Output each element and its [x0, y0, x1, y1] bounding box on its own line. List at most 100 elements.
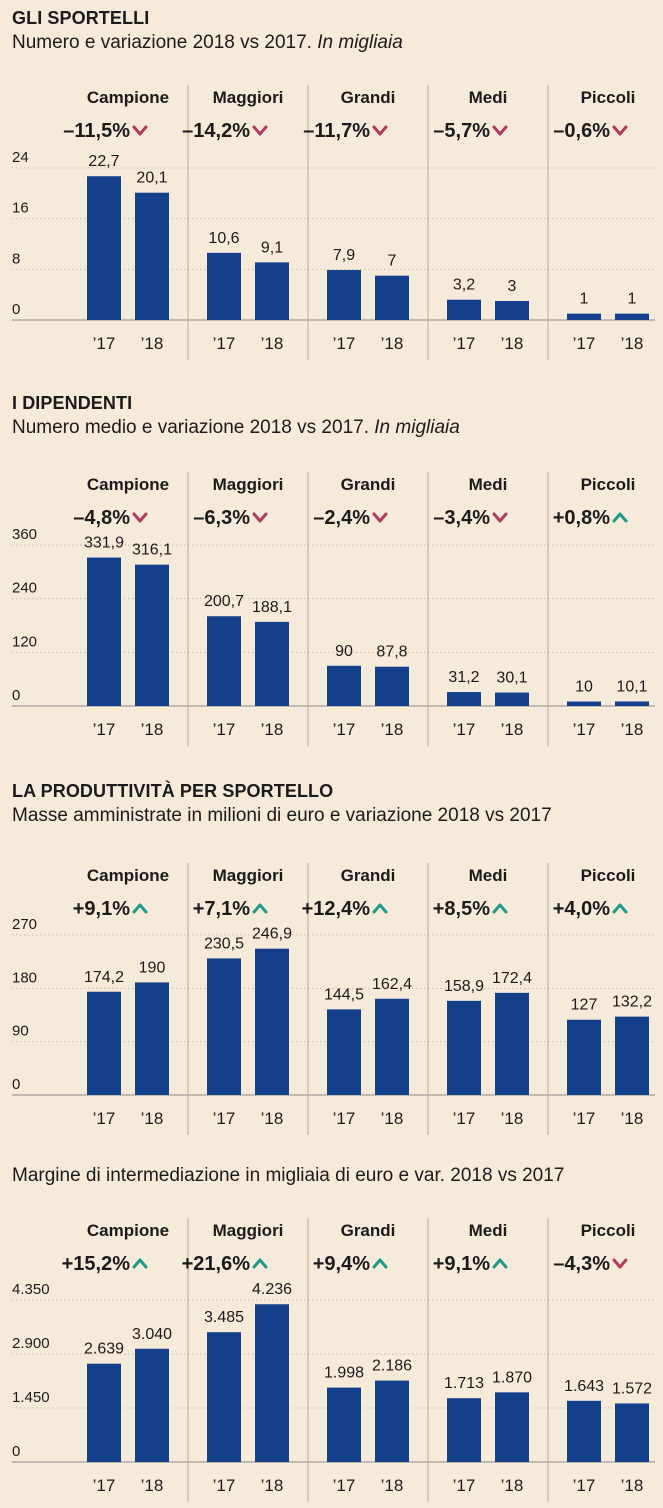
bar-value-label: 162,4: [372, 976, 412, 993]
x-tick-label: ’17: [213, 720, 236, 739]
bar: [87, 991, 121, 1095]
change-label: –3,4%: [433, 507, 490, 529]
bar: [327, 1009, 361, 1095]
bar-value-label: 1.572: [612, 1380, 652, 1397]
arrow-down-icon: [612, 1258, 628, 1269]
bar-value-label: 127: [571, 997, 598, 1014]
bar-value-label: 172,4: [492, 970, 532, 987]
arrow-up-icon: [492, 903, 508, 914]
bar-value-label: 1.998: [324, 1365, 364, 1382]
bar: [567, 1400, 601, 1462]
bar: [207, 1332, 241, 1462]
bar-value-label: 1: [628, 291, 637, 308]
x-tick-label: ’18: [261, 1476, 284, 1495]
x-tick-label: ’17: [453, 334, 476, 353]
bar-value-label: 1: [580, 291, 589, 308]
bar: [135, 564, 169, 706]
change-label: +9,4%: [313, 1253, 370, 1275]
x-tick-label: ’18: [501, 1476, 524, 1495]
chart-masse: 0 90 180 270 Campione +9,1% 174,2 ’17 190 ’18 Magg…: [12, 863, 655, 1135]
x-tick-label: ’17: [573, 334, 596, 353]
bar-value-label: 174,2: [84, 969, 124, 986]
bar: [495, 992, 529, 1095]
x-tick-label: ’17: [93, 720, 116, 739]
change-label: –4,3%: [553, 1253, 610, 1275]
y-tick-label: 240: [12, 580, 37, 597]
arrow-up-icon: [372, 903, 388, 914]
x-tick-label: ’18: [381, 720, 404, 739]
bar-value-label: 30,1: [496, 670, 527, 687]
bar: [135, 1348, 169, 1462]
x-tick-label: ’18: [621, 334, 644, 353]
change-label: +21,6%: [182, 1253, 251, 1275]
x-tick-label: ’17: [93, 1109, 116, 1128]
group-label: Medi: [469, 866, 508, 885]
arrow-up-icon: [132, 903, 148, 914]
change-label: –5,7%: [433, 120, 490, 142]
x-tick-label: ’18: [261, 334, 284, 353]
y-tick-label: 0: [12, 687, 20, 704]
x-tick-label: ’17: [453, 1109, 476, 1128]
bar: [327, 665, 361, 706]
bar: [615, 1403, 649, 1462]
bar-value-label: 3.040: [132, 1326, 172, 1343]
bar-value-label: 4.236: [252, 1281, 292, 1298]
group-label: Grandi: [341, 866, 396, 885]
bar-value-label: 1.643: [564, 1378, 604, 1395]
group-label: Grandi: [341, 1221, 396, 1240]
bar-value-label: 3.485: [204, 1309, 244, 1326]
group-label: Piccoli: [581, 866, 636, 885]
change-label: +9,1%: [433, 1253, 490, 1275]
section-subtitle: Margine di intermediazione in migliaia d…: [12, 1165, 565, 1186]
bar: [375, 1380, 409, 1462]
x-tick-label: ’18: [381, 1476, 404, 1495]
x-tick-label: ’18: [141, 334, 164, 353]
x-tick-label: ’18: [501, 720, 524, 739]
x-tick-label: ’18: [621, 1109, 644, 1128]
x-tick-label: ’17: [453, 1476, 476, 1495]
bar: [255, 948, 289, 1095]
y-tick-label: 8: [12, 250, 20, 267]
bar: [447, 1000, 481, 1095]
bar-value-label: 10: [575, 679, 593, 696]
bar: [615, 701, 649, 706]
arrow-up-icon: [612, 512, 628, 523]
x-tick-label: ’17: [93, 334, 116, 353]
x-tick-label: ’18: [261, 720, 284, 739]
bar: [567, 313, 601, 320]
arrow-down-icon: [492, 512, 508, 523]
bar: [327, 1387, 361, 1462]
x-tick-label: ’17: [93, 1476, 116, 1495]
bar-value-label: 1.870: [492, 1369, 532, 1386]
bar-value-label: 188,1: [252, 599, 292, 616]
bar: [615, 1016, 649, 1095]
change-label: –6,3%: [193, 507, 250, 529]
group-label: Grandi: [341, 475, 396, 494]
bar-value-label: 316,1: [132, 542, 172, 559]
y-tick-label: 16: [12, 200, 29, 217]
x-tick-label: ’17: [573, 1109, 596, 1128]
y-tick-label: 270: [12, 916, 37, 933]
y-tick-label: 2.900: [12, 1335, 50, 1352]
bar: [567, 1019, 601, 1095]
bar-value-label: 190: [139, 959, 166, 976]
bar-value-label: 200,7: [204, 593, 244, 610]
bar-value-label: 7: [388, 253, 397, 270]
bar: [87, 1363, 121, 1462]
group-label: Maggiori: [213, 475, 284, 494]
x-tick-label: ’18: [141, 720, 164, 739]
bar-value-label: 10,1: [616, 678, 647, 695]
bar-value-label: 7,9: [333, 247, 355, 264]
group-label: Campione: [87, 475, 169, 494]
change-label: +8,5%: [433, 898, 490, 920]
bar-value-label: 87,8: [376, 644, 407, 661]
chart-dipendenti: 0 120 240 360 Campione –4,8% 331,9 ’17 316,1 ’18 M…: [12, 472, 655, 746]
x-tick-label: ’18: [141, 1109, 164, 1128]
group-label: Campione: [87, 1221, 169, 1240]
bar: [255, 621, 289, 706]
x-tick-label: ’17: [213, 334, 236, 353]
chart-sportelli: 0 8 16 24 Campione –11,5% 22,7 ’17 20,1 ’18 Maggio…: [12, 85, 655, 360]
bar: [447, 692, 481, 706]
x-tick-label: ’18: [501, 1109, 524, 1128]
bar-value-label: 3: [508, 278, 517, 295]
